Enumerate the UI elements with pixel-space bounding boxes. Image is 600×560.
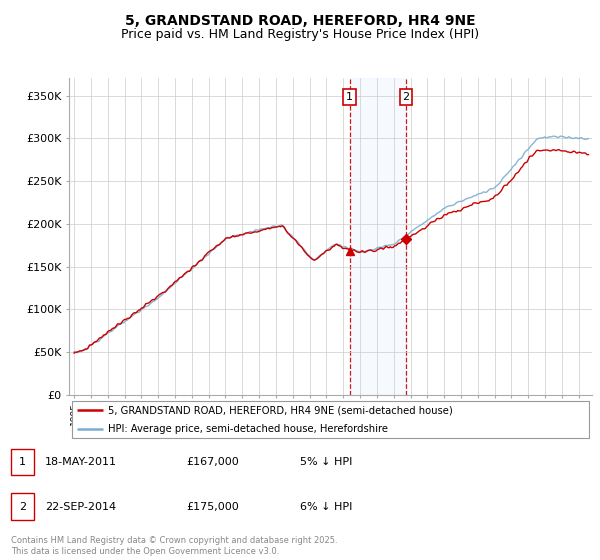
FancyBboxPatch shape: [71, 401, 589, 438]
Text: £167,000: £167,000: [186, 457, 239, 467]
Text: Contains HM Land Registry data © Crown copyright and database right 2025.
This d: Contains HM Land Registry data © Crown c…: [11, 536, 337, 556]
Text: 2: 2: [403, 92, 410, 102]
Text: Price paid vs. HM Land Registry's House Price Index (HPI): Price paid vs. HM Land Registry's House …: [121, 28, 479, 41]
Text: 1: 1: [346, 92, 353, 102]
Text: 6% ↓ HPI: 6% ↓ HPI: [300, 502, 352, 512]
Bar: [350, 78, 406, 395]
Text: HPI: Average price, semi-detached house, Herefordshire: HPI: Average price, semi-detached house,…: [108, 424, 388, 433]
Text: 18-MAY-2011: 18-MAY-2011: [45, 457, 117, 467]
Text: 5, GRANDSTAND ROAD, HEREFORD, HR4 9NE (semi-detached house): 5, GRANDSTAND ROAD, HEREFORD, HR4 9NE (s…: [108, 405, 453, 415]
Text: 5, GRANDSTAND ROAD, HEREFORD, HR4 9NE: 5, GRANDSTAND ROAD, HEREFORD, HR4 9NE: [125, 14, 475, 28]
Text: 5% ↓ HPI: 5% ↓ HPI: [300, 457, 352, 467]
Text: 22-SEP-2014: 22-SEP-2014: [45, 502, 116, 512]
Text: £175,000: £175,000: [186, 502, 239, 512]
Text: 2: 2: [19, 502, 26, 512]
Text: 1: 1: [19, 457, 26, 467]
